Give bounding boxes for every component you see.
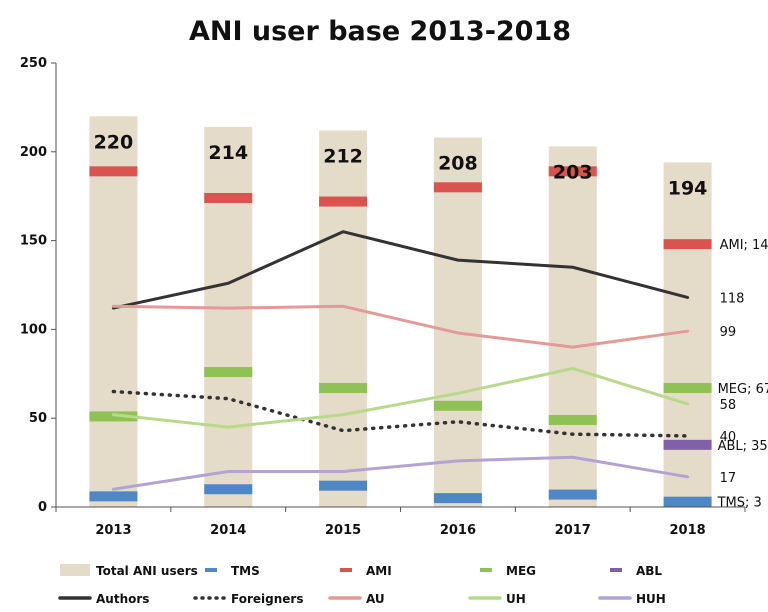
end-value-label: TMS; 3: [717, 496, 762, 511]
marker-ami: [319, 196, 368, 207]
chart-title: ANI user base 2013-2018: [189, 16, 571, 47]
legend-item-abl: ABL: [610, 564, 662, 578]
bar-total-ani-users: [433, 137, 482, 508]
legend-item-total-ani-users: Total ANI users: [60, 564, 198, 578]
bar-value-label: 203: [553, 161, 593, 183]
x-tick-label: 2017: [555, 523, 591, 538]
y-tick-label: 100: [20, 322, 47, 337]
line-huh: [111, 455, 690, 491]
marker-tms: [204, 484, 253, 495]
x-tick-label: 2016: [440, 523, 476, 538]
end-value-label: AMI; 148: [720, 238, 768, 253]
y-tick-label: 200: [20, 145, 47, 160]
legend-item-ami: AMI: [340, 564, 392, 578]
marker-ami: [663, 239, 712, 250]
y-tick-label: 0: [38, 500, 47, 515]
marker-tms: [89, 491, 138, 502]
legend-label: Authors: [96, 592, 149, 606]
legend-item-au: AU: [328, 592, 385, 606]
marker-tms: [663, 496, 712, 507]
marker-meg: [663, 383, 712, 394]
legend-item-uh: UH: [468, 592, 526, 606]
end-value-label: 118: [720, 291, 745, 306]
marker-ami: [433, 182, 482, 193]
line-au: [111, 304, 690, 349]
end-value-label: 17: [720, 471, 737, 486]
legend-label: AU: [366, 592, 385, 606]
end-value-label: MEG; 67: [718, 382, 768, 397]
x-tick-label: 2015: [325, 523, 361, 538]
marker-meg: [548, 414, 597, 425]
marker-tms: [433, 493, 482, 504]
legend-item-meg: MEG: [480, 564, 536, 578]
bar-value-label: 214: [208, 142, 248, 164]
marker-ami: [89, 166, 138, 177]
legend-label: AMI: [366, 564, 392, 578]
marker-ami: [548, 166, 597, 177]
end-value-label: ABL; 35: [718, 439, 768, 454]
marker-meg: [433, 400, 482, 411]
bar-value-label: 208: [438, 153, 478, 175]
x-tick-label: 2013: [95, 523, 131, 538]
x-tick-label: 2018: [669, 523, 705, 538]
marker-tms: [548, 489, 597, 500]
bar-value-label: 220: [94, 131, 134, 153]
bar-total-ani-users: [319, 130, 368, 507]
y-tick-label: 150: [20, 234, 47, 249]
line-uh: [111, 366, 690, 429]
line-authors: [111, 230, 690, 310]
bar-total-ani-users: [89, 116, 138, 507]
bar-value-label: 212: [323, 145, 363, 167]
marker-abl: [663, 439, 712, 450]
line-foreigners: [111, 389, 690, 438]
legend-label: UH: [506, 592, 526, 606]
legend-swatch: [60, 564, 90, 576]
marker-tms: [319, 480, 368, 491]
y-tick-label: 250: [20, 56, 47, 71]
marker-ami: [204, 192, 253, 203]
bar-total-ani-users: [204, 126, 253, 507]
bar-total-ani-users: [548, 146, 597, 508]
bar-value-label: 194: [668, 177, 708, 199]
legend-label: Foreigners: [231, 592, 303, 606]
legend-label: MEG: [506, 564, 536, 578]
legend-label: ABL: [636, 564, 662, 578]
y-tick-label: 50: [29, 411, 47, 426]
end-value-label: 99: [720, 325, 737, 340]
end-value-label: 58: [720, 398, 737, 413]
legend-item-authors: Authors: [58, 592, 149, 606]
legend-label: HUH: [636, 592, 666, 606]
marker-meg: [319, 383, 368, 394]
marker-meg: [89, 411, 138, 422]
x-tick-label: 2014: [210, 523, 246, 538]
legend-item-tms: TMS: [205, 564, 260, 578]
end-value-label: 40: [720, 430, 737, 445]
legend-label: Total ANI users: [96, 564, 198, 578]
legend-item-huh: HUH: [598, 592, 666, 606]
legend-item-foreigners: Foreigners: [193, 592, 303, 606]
marker-meg: [204, 367, 253, 378]
legend-label: TMS: [231, 564, 260, 578]
